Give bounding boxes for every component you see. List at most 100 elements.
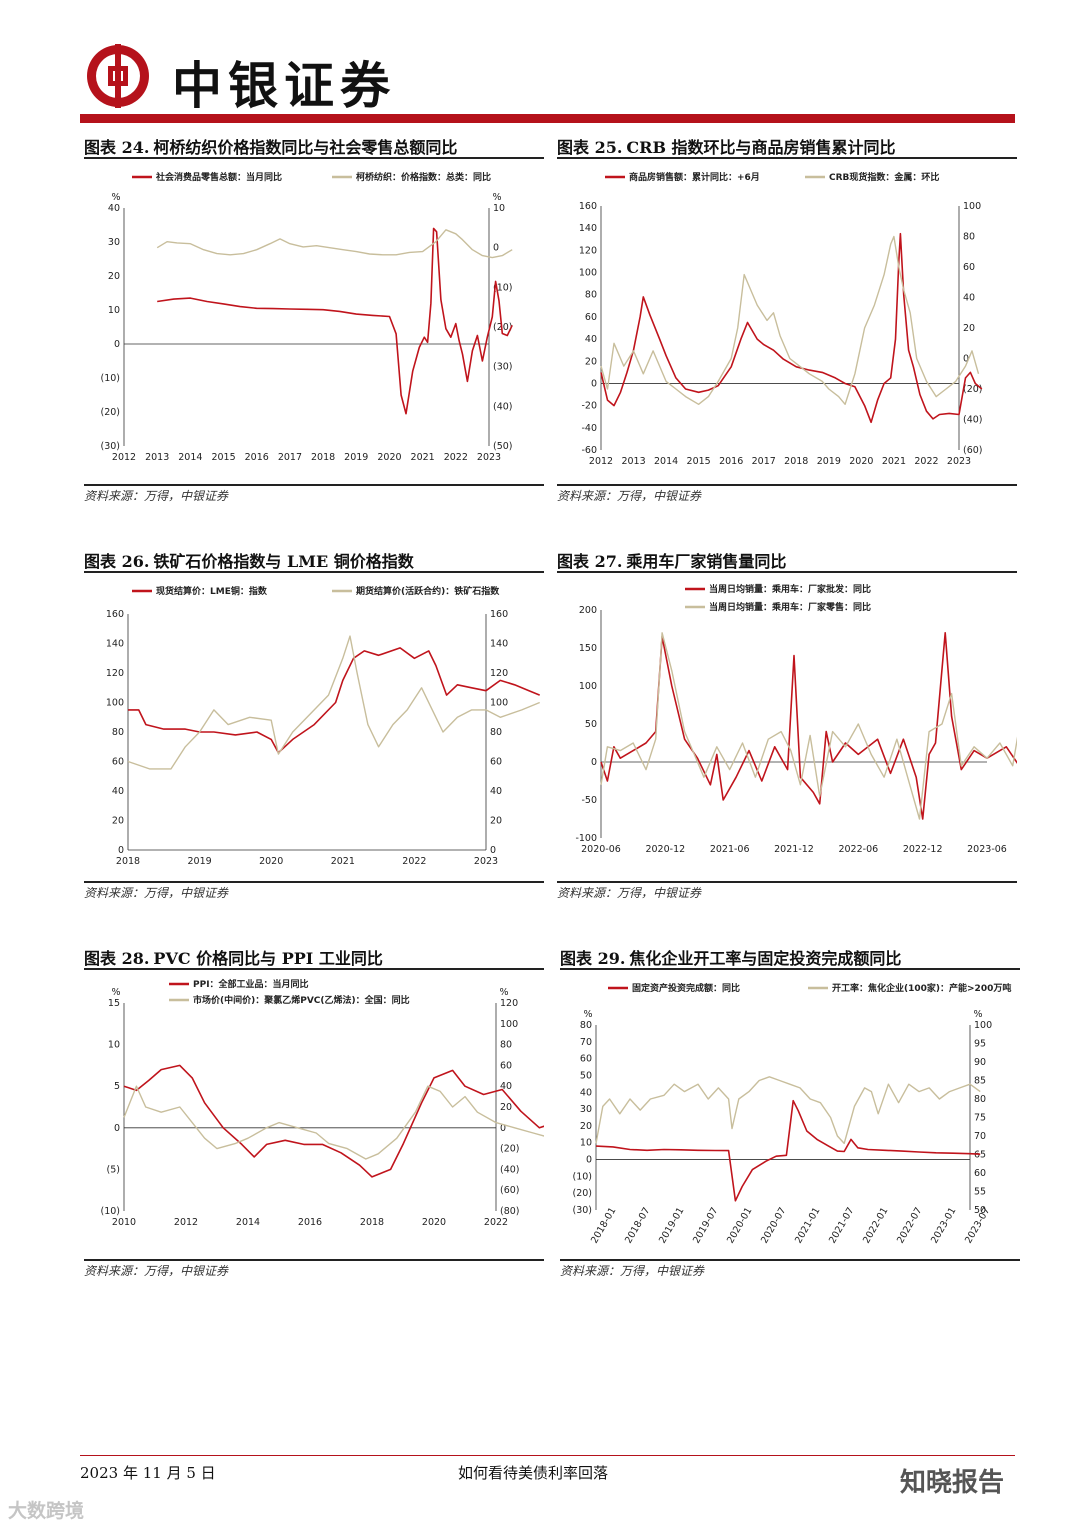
left-tick-label: 80 xyxy=(580,1020,592,1031)
left-tick-label: (20) xyxy=(100,407,120,418)
right-tick-label: 50 xyxy=(974,1205,986,1216)
left-tick-label: 100 xyxy=(579,681,597,692)
x-tick-label: 2022 xyxy=(444,452,468,463)
x-tick-label: 2018-01 xyxy=(589,1206,618,1246)
chart-24: 40 30 20 10 0 (10) (20) (30) 10 0 (10) (20) (30) (40)… xyxy=(100,171,513,463)
left-tick-label: 30 xyxy=(108,237,120,248)
figure-title: 图表 24. 柯桥纺织价格指数同比与社会零售总额同比 xyxy=(84,134,457,158)
left-tick-label: 50 xyxy=(585,719,597,730)
legend-label: CRB现货指数：金属：环比 xyxy=(829,171,939,183)
right-tick-label: 55 xyxy=(974,1187,986,1198)
left-tick-label: 60 xyxy=(585,312,597,323)
left-tick-label: (20) xyxy=(572,1188,592,1199)
series-line-0 xyxy=(600,632,1017,820)
left-tick-label: 10 xyxy=(108,305,120,316)
x-tick-label: 2021-12 xyxy=(774,844,814,855)
left-tick-label: 10 xyxy=(580,1138,592,1149)
figure-bottom-rule xyxy=(84,881,544,883)
x-tick-label: 2014 xyxy=(654,456,678,467)
figure-label: 图表 25. xyxy=(557,138,623,157)
report-header: 中银证券 xyxy=(80,40,1015,126)
x-tick-label: 2017 xyxy=(752,456,776,467)
figure-bottom-rule xyxy=(557,881,1017,883)
figure-29: 图表 29. 焦化企业开工率与固定投资完成额同比 80 70 60 50 40 30 20 10… xyxy=(560,945,1020,1290)
legend-label: 当周日均销量：乘用车：厂家批发：同比 xyxy=(709,583,871,595)
x-tick-label: 2019-01 xyxy=(657,1206,686,1246)
left-tick-label: 5 xyxy=(114,1081,120,1092)
figure-26: 图表 26. 铁矿石价格指数与 LME 铜价格指数 160 140 120 100 80 6… xyxy=(84,548,544,908)
series-line-1 xyxy=(600,235,980,405)
x-tick-label: 2020-06 xyxy=(581,844,621,855)
legend-label: 社会消费品零售总额：当月同比 xyxy=(155,171,282,183)
x-tick-label: 2018 xyxy=(784,456,808,467)
figure-top-rule xyxy=(84,157,544,159)
right-tick-label: 120 xyxy=(490,668,508,679)
right-unit-label: % xyxy=(973,1009,982,1020)
left-tick-label: 15 xyxy=(108,998,120,1009)
left-tick-label: 20 xyxy=(108,271,120,282)
figure-label: 图表 28. xyxy=(84,949,150,968)
boc-logo-icon xyxy=(87,44,149,108)
left-tick-label: 40 xyxy=(580,1087,592,1098)
x-tick-label: 2023 xyxy=(477,452,501,463)
right-tick-label: (60) xyxy=(963,445,983,456)
chart-25: 160 140 120 100 80 60 40 20 0 -20 -40 -60 100 80 60 40 2… xyxy=(579,171,983,467)
left-tick-label: 160 xyxy=(579,201,597,212)
x-tick-label: 2016 xyxy=(719,456,743,467)
footer-title: 如何看待美债利率回落 xyxy=(458,1464,609,1482)
legend-label: 固定资产投资完成额：同比 xyxy=(632,982,740,994)
left-tick-label: 140 xyxy=(579,223,597,234)
x-tick-label: 2021 xyxy=(882,456,906,467)
left-tick-label: 30 xyxy=(580,1104,592,1115)
x-tick-label: 2022 xyxy=(914,456,938,467)
x-tick-label: 2013 xyxy=(145,452,169,463)
figure-source: 资料来源：万得，中银证券 xyxy=(84,886,229,900)
right-tick-label: (40) xyxy=(963,415,983,426)
figure-bottom-rule xyxy=(560,1259,1020,1261)
right-tick-label: (40) xyxy=(493,401,513,412)
figure-27: 图表 27. 乘用车厂家销售量同比 200 150 100 50 0 -50 -100 2020… xyxy=(557,548,1017,908)
legend-label: 当周日均销量：乘用车：厂家零售：同比 xyxy=(709,601,871,613)
x-tick-label: 2016 xyxy=(245,452,269,463)
x-tick-label: 2020 xyxy=(259,856,283,867)
x-tick-label: 2012 xyxy=(174,1217,198,1228)
figure-top-rule xyxy=(557,571,1017,573)
left-tick-label: 0 xyxy=(114,339,120,350)
figure-caption: 铁矿石价格指数与 LME 铜价格指数 xyxy=(153,552,414,571)
x-tick-label: 2021 xyxy=(411,452,435,463)
series-line-1 xyxy=(156,229,513,259)
x-tick-label: 2020 xyxy=(422,1217,446,1228)
x-tick-label: 2012 xyxy=(112,452,136,463)
chart-29: 80706050403020100(10)(20)(30)10095908580… xyxy=(572,982,1011,1246)
right-tick-label: 95 xyxy=(974,1039,986,1050)
right-tick-label: (20) xyxy=(963,384,983,395)
right-tick-label: 80 xyxy=(500,1040,512,1051)
left-tick-label: (10) xyxy=(572,1171,592,1182)
left-tick-label: 120 xyxy=(106,668,124,679)
left-tick-label: 100 xyxy=(106,698,124,709)
left-tick-label: 120 xyxy=(579,245,597,256)
x-tick-label: 2013 xyxy=(621,456,645,467)
figure-title: 图表 27. 乘用车厂家销售量同比 xyxy=(557,548,786,572)
right-tick-label: (80) xyxy=(500,1206,520,1217)
right-tick-label: (40) xyxy=(500,1164,520,1175)
left-unit-label: % xyxy=(111,192,120,203)
left-tick-label: 50 xyxy=(580,1070,592,1081)
figure-top-rule xyxy=(84,968,544,970)
series-line-0 xyxy=(123,1064,544,1178)
right-tick-label: 100 xyxy=(963,201,981,212)
left-unit-label: % xyxy=(583,1009,592,1020)
x-tick-label: 2022-01 xyxy=(861,1206,890,1246)
right-tick-label: 20 xyxy=(490,816,502,827)
figure-25: 图表 25. CRB 指数环比与商品房销售累计同比 160 140 120 100 80 6… xyxy=(557,134,1017,509)
right-tick-label: 120 xyxy=(500,998,518,1009)
figure-title: 图表 25. CRB 指数环比与商品房销售累计同比 xyxy=(557,134,896,158)
left-tick-label: 20 xyxy=(580,1121,592,1132)
legend-label: 开工率：焦化企业(100家)：产能>200万吨 xyxy=(832,982,1011,994)
right-tick-label: 40 xyxy=(500,1081,512,1092)
right-tick-label: (20) xyxy=(500,1144,520,1155)
left-tick-label: 10 xyxy=(108,1040,120,1051)
right-tick-label: (60) xyxy=(500,1185,520,1196)
series-line-0 xyxy=(595,1099,981,1202)
left-tick-label: 160 xyxy=(106,609,124,620)
